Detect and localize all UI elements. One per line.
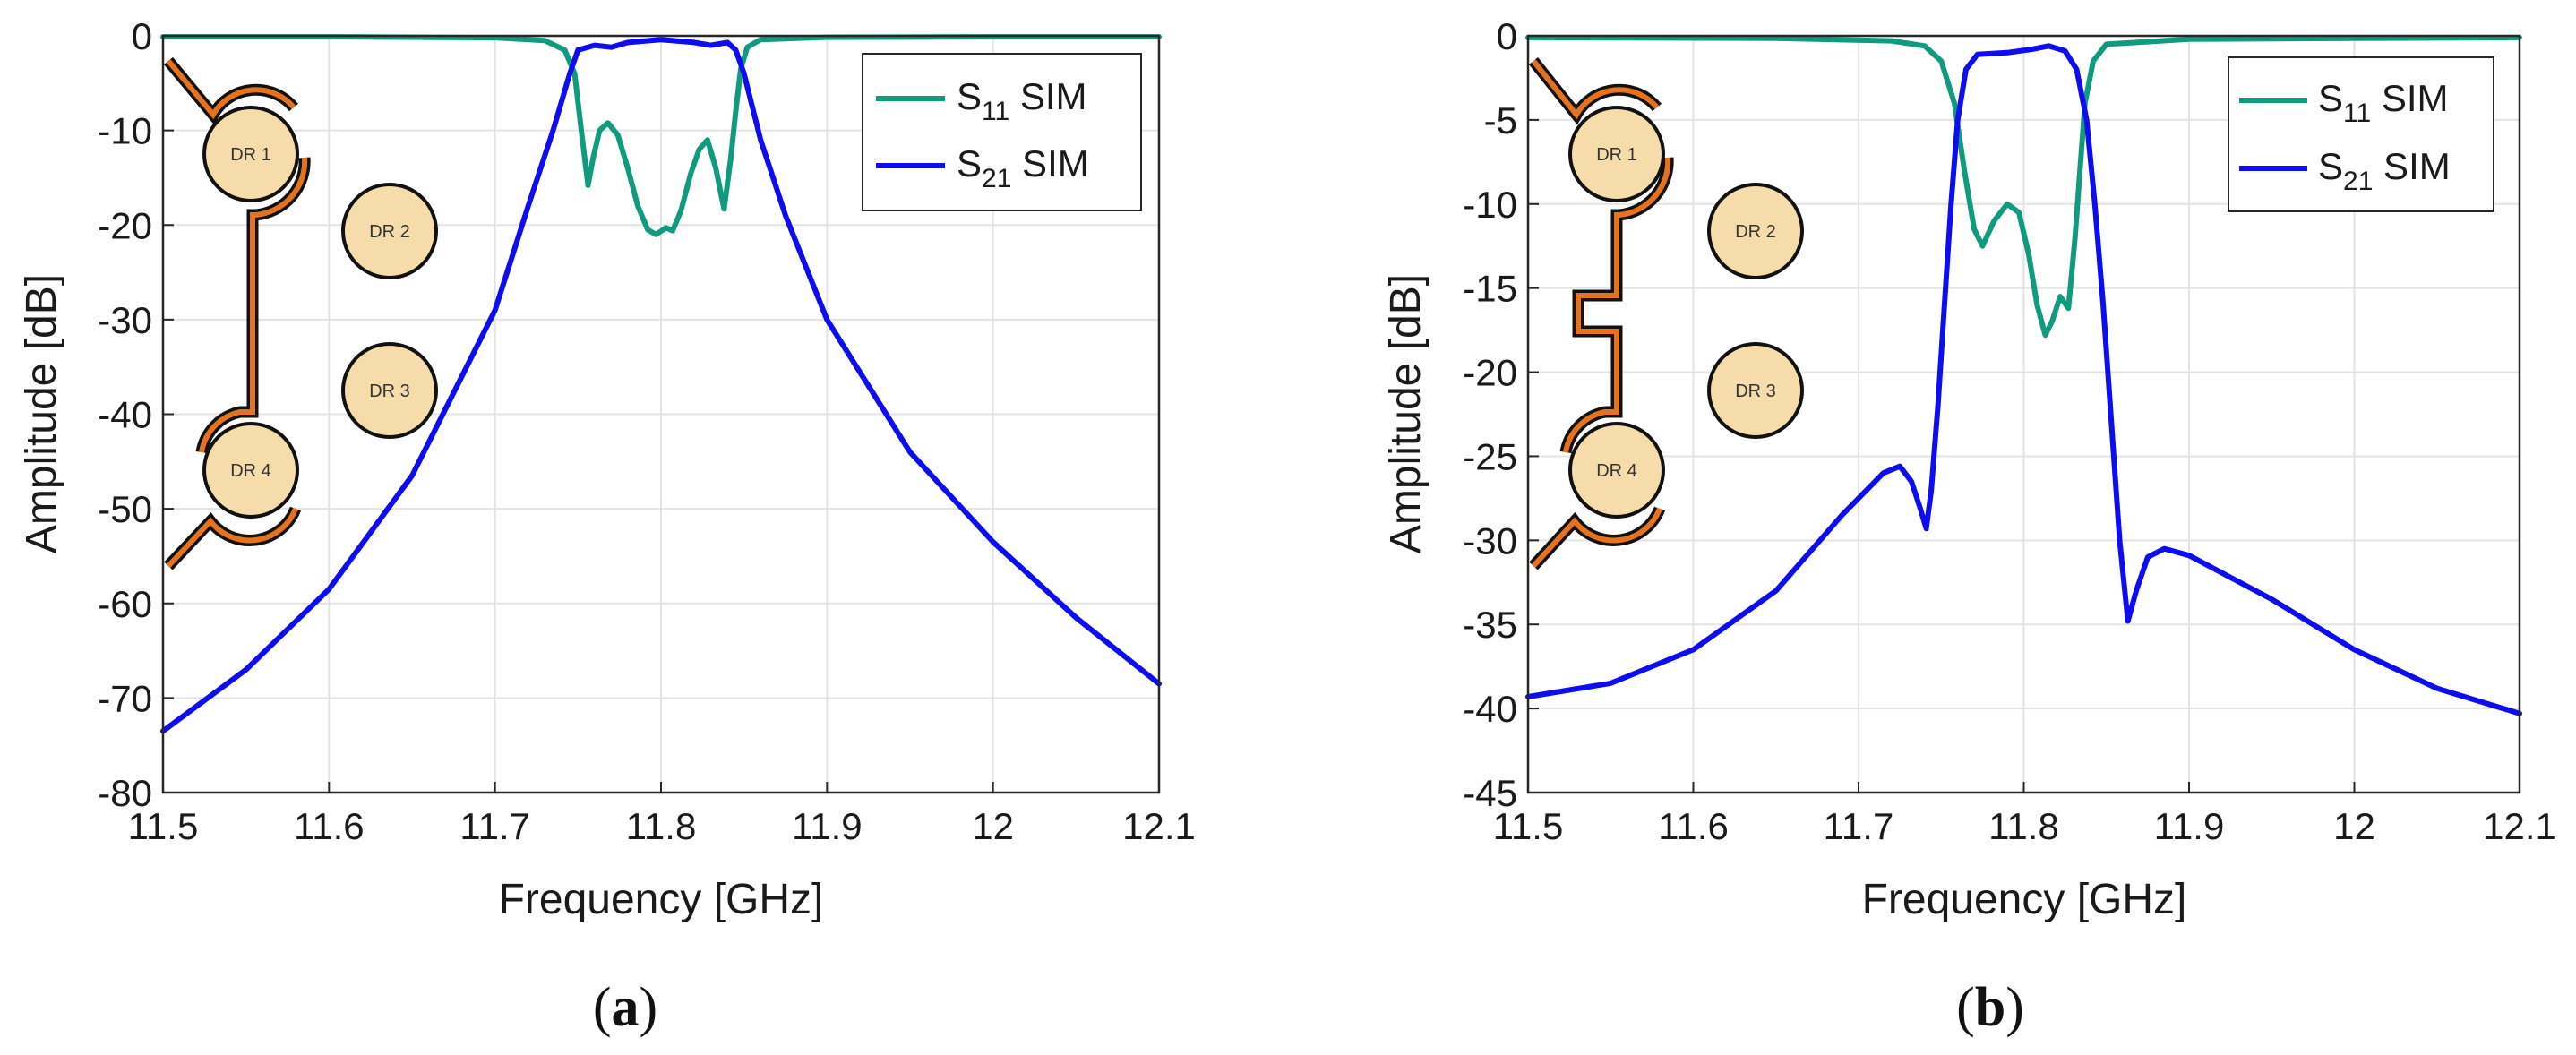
legend-box xyxy=(2228,56,2494,212)
x-tick-label: 11.6 xyxy=(1658,805,1729,847)
resonator-dr4 xyxy=(202,422,299,519)
series-line-s11 xyxy=(160,34,1162,237)
y-tick-label: -40 xyxy=(1463,688,1517,730)
panel-caption-b: (b) xyxy=(1956,977,2024,1038)
resonator-label: DR 2 xyxy=(1735,222,1776,242)
y-tick-label: -45 xyxy=(1463,772,1517,814)
x-axis-label: Frequency [GHz] xyxy=(1862,876,2187,923)
series-line-s11 xyxy=(1525,34,2522,339)
resonator-label: DR 2 xyxy=(369,222,410,242)
x-tick-label: 11.8 xyxy=(626,805,697,847)
x-tick-label: 11.5 xyxy=(1493,805,1564,847)
input-probe xyxy=(164,56,298,125)
x-tick-label: 12.1 xyxy=(1122,805,1196,847)
y-axis-ticks: 0 -5 -10 -15 -20 -25 -30 -35 -40 -45 xyxy=(1463,15,1539,814)
y-tick-label: -60 xyxy=(98,583,152,625)
resonator-dr2 xyxy=(341,183,438,279)
resonator-label: DR 4 xyxy=(1596,461,1637,481)
resonator-dr3 xyxy=(341,342,438,439)
y-tick-label: -30 xyxy=(98,299,152,341)
resonator-dr1 xyxy=(202,106,299,202)
x-tick-label: 11.7 xyxy=(1824,805,1894,847)
panel-a: 11.5 11.6 11.7 11.8 11.9 12 12.1 0 -10 -20 -30 -40… xyxy=(18,15,1196,1038)
resonator-dr3 xyxy=(1707,342,1804,439)
resonator-dr2 xyxy=(1707,183,1804,279)
resonator-label: DR 3 xyxy=(1735,382,1776,401)
x-tick-label: 12.1 xyxy=(2483,805,2556,847)
legend-box xyxy=(862,53,1142,211)
y-tick-label: -40 xyxy=(98,394,152,436)
resonator-layout-inset: DR 1 DR 2 DR 3 DR 4 xyxy=(164,56,438,570)
y-tick-label: -30 xyxy=(1463,519,1517,562)
x-tick-label: 11.7 xyxy=(459,805,530,847)
y-tick-label: -20 xyxy=(1463,352,1517,394)
resonator-layout-inset: DR 1 DR 2 DR 3 DR 4 xyxy=(1528,56,1804,570)
resonator-label: DR 4 xyxy=(230,461,271,481)
y-axis-ticks: 0 -10 -20 -30 -40 -50 -60 -70 -80 xyxy=(98,15,174,814)
legend-label-s21: S21 SIM xyxy=(957,142,1089,193)
legend-label-s11: S11 SIM xyxy=(2318,77,2449,128)
legend-label-s21: S21 SIM xyxy=(2318,145,2451,196)
y-tick-label: -35 xyxy=(1463,604,1517,646)
series-line-s21 xyxy=(1525,43,2522,716)
series-lines xyxy=(1525,34,2522,716)
resonator-label: DR 3 xyxy=(369,382,410,401)
y-tick-label: -15 xyxy=(1463,268,1517,310)
legend: S11 SIM S21 SIM xyxy=(2228,56,2494,212)
panel-caption-a: (a) xyxy=(593,977,657,1038)
series-line-s21 xyxy=(160,37,1162,734)
y-tick-label: -50 xyxy=(98,488,152,530)
legend-label-s11: S11 SIM xyxy=(957,75,1087,126)
resonator-label: DR 1 xyxy=(230,145,271,165)
x-tick-label: 11.5 xyxy=(128,805,199,847)
x-axis-label: Frequency [GHz] xyxy=(499,876,824,923)
y-tick-label: -5 xyxy=(1484,99,1517,142)
y-tick-label: -20 xyxy=(98,204,152,246)
y-axis-label: Amplitude [dB] xyxy=(1382,274,1430,553)
resonator-dr4 xyxy=(1568,422,1665,519)
series-lines xyxy=(160,34,1162,734)
x-tick-label: 11.9 xyxy=(792,805,863,847)
resonator-label: DR 1 xyxy=(1596,145,1637,165)
y-axis-label: Amplitude [dB] xyxy=(18,274,65,553)
x-tick-label: 11.8 xyxy=(1988,805,2059,847)
y-tick-label: 0 xyxy=(132,15,152,57)
y-tick-label: -10 xyxy=(98,110,152,152)
x-axis-ticks: 11.5 11.6 11.7 11.8 11.9 12 12.1 xyxy=(1493,782,2556,847)
y-tick-label: 0 xyxy=(1497,15,1517,57)
y-tick-label: -10 xyxy=(1463,184,1517,226)
legend: S11 SIM S21 SIM xyxy=(862,53,1142,211)
x-axis-ticks: 11.5 11.6 11.7 11.8 11.9 12 12.1 xyxy=(128,782,1196,847)
panel-b: 11.5 11.6 11.7 11.8 11.9 12 12.1 0 -5 -10 -15 -20 -… xyxy=(1382,15,2556,1038)
y-tick-label: -70 xyxy=(98,677,152,719)
x-tick-label: 12 xyxy=(2333,805,2375,847)
y-tick-label: -80 xyxy=(98,772,152,814)
resonator-dr1 xyxy=(1568,106,1665,202)
x-tick-label: 11.6 xyxy=(294,805,365,847)
y-tick-label: -25 xyxy=(1463,435,1517,477)
x-tick-label: 11.9 xyxy=(2154,805,2225,847)
x-tick-label: 12 xyxy=(972,805,1014,847)
